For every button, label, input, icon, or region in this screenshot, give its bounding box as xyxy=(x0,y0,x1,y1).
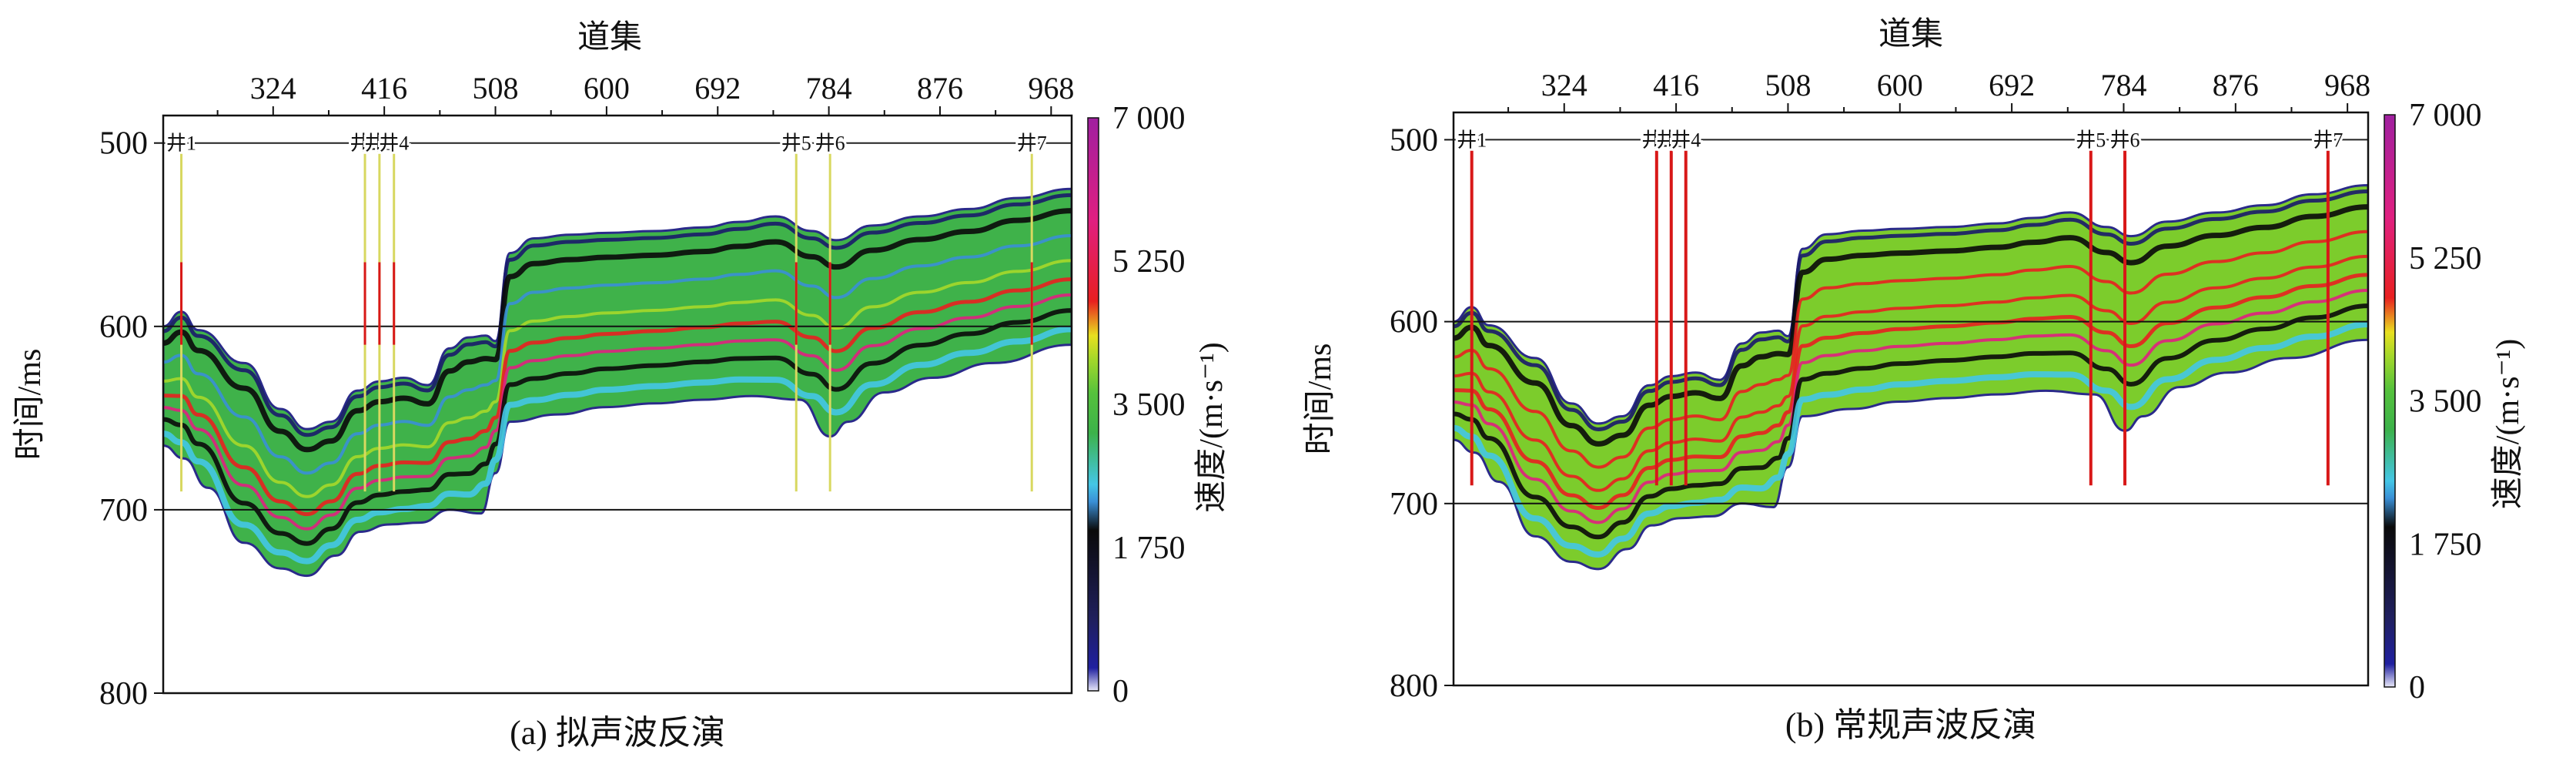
inversion-body xyxy=(163,187,1072,578)
y-tick-label: 800 xyxy=(99,676,148,712)
x-tick-label: 416 xyxy=(361,71,407,106)
x-tick-label: 692 xyxy=(694,71,741,106)
well-label: 井1 xyxy=(1457,129,1487,151)
plot-area xyxy=(1454,183,2368,571)
colorbar-label: 速度/(m·s⁻¹) xyxy=(2491,339,2526,509)
y-tick-label: 500 xyxy=(1390,122,1438,158)
layer-band xyxy=(1454,230,2368,469)
panel-caption: (b) 常规声波反演 xyxy=(1785,706,2036,744)
x-tick-label: 600 xyxy=(584,71,630,106)
y-tick-label: 500 xyxy=(99,126,148,162)
x-tick-label: 508 xyxy=(473,71,519,106)
x-tick-label: 600 xyxy=(1877,68,1923,102)
x-tick-label: 876 xyxy=(2213,68,2259,102)
colorbar-tick-label: 5 250 xyxy=(1112,244,1186,280)
x-axis-label: 道集 xyxy=(1878,17,1943,52)
well-label: 井3 xyxy=(364,132,394,155)
colorbar-tick-label: 3 500 xyxy=(2409,384,2482,420)
x-tick-label: 968 xyxy=(1028,71,1074,106)
well-label: 井6 xyxy=(2110,129,2140,151)
x-axis-label: 道集 xyxy=(577,20,642,55)
well-label: 井2 xyxy=(350,132,380,155)
colorbar xyxy=(1087,117,1099,692)
well-label: 井6 xyxy=(815,132,845,155)
colorbar-tick-label: 1 750 xyxy=(2409,527,2482,562)
colorbar-tick-label: 0 xyxy=(2409,670,2425,705)
layer-band xyxy=(1454,303,2368,540)
x-tick-label: 876 xyxy=(917,71,963,106)
y-axis-label: 时间/ms xyxy=(1303,343,1338,455)
plot-frame xyxy=(1452,111,2370,687)
inversion-body xyxy=(1454,183,2368,571)
layer-band xyxy=(163,233,1072,475)
well-label: 井2 xyxy=(1641,129,1671,151)
panel-caption: (a) 拟声波反演 xyxy=(510,714,725,752)
x-tick-label: 784 xyxy=(806,71,852,106)
well-label: 井7 xyxy=(2313,129,2343,151)
x-tick-label: 968 xyxy=(2324,68,2370,102)
colorbar xyxy=(2384,114,2396,688)
y-tick-label: 800 xyxy=(1390,668,1438,704)
colorbar-tick-label: 7 000 xyxy=(2409,98,2482,133)
x-tick-label: 416 xyxy=(1653,68,1699,102)
layer-band xyxy=(1454,254,2368,492)
plot-area xyxy=(163,187,1072,578)
x-tick-label: 324 xyxy=(250,71,296,106)
x-tick-label: 692 xyxy=(1989,68,2035,102)
x-tick-label: 784 xyxy=(2100,68,2146,102)
layer-band xyxy=(163,326,1072,565)
well-label: 井1 xyxy=(166,132,196,155)
layer-band xyxy=(163,308,1072,546)
colorbar-tick-label: 5 250 xyxy=(2409,241,2482,276)
y-tick-label: 600 xyxy=(99,310,148,345)
y-tick-label: 700 xyxy=(99,493,148,528)
colorbar-tick-label: 3 500 xyxy=(1112,387,1186,423)
well-label: 井4 xyxy=(1671,129,1701,151)
layer-band xyxy=(163,208,1072,453)
plot-frame xyxy=(162,114,1073,695)
well-label: 井5 xyxy=(2076,129,2106,151)
y-tick-label: 700 xyxy=(1390,487,1438,522)
y-tick-label: 600 xyxy=(1390,305,1438,340)
well-label: 井4 xyxy=(379,132,409,155)
layer-band xyxy=(1454,321,2368,558)
colorbar-label: 速度/(m·s⁻¹) xyxy=(1194,342,1229,512)
colorbar-tick-label: 1 750 xyxy=(1112,531,1186,566)
x-tick-label: 508 xyxy=(1765,68,1811,102)
well-label: 井7 xyxy=(1017,132,1047,155)
layer-band xyxy=(1454,288,2368,524)
y-axis-label: 时间/ms xyxy=(12,349,48,461)
well-label: 井3 xyxy=(1656,129,1686,151)
x-tick-label: 324 xyxy=(1541,68,1587,102)
layer-band xyxy=(163,293,1072,531)
colorbar-tick-label: 7 000 xyxy=(1112,101,1186,136)
colorbar-tick-label: 0 xyxy=(1112,674,1129,709)
layer-band xyxy=(1454,204,2368,447)
well-label: 井5 xyxy=(781,132,811,155)
layer-band xyxy=(163,259,1072,498)
